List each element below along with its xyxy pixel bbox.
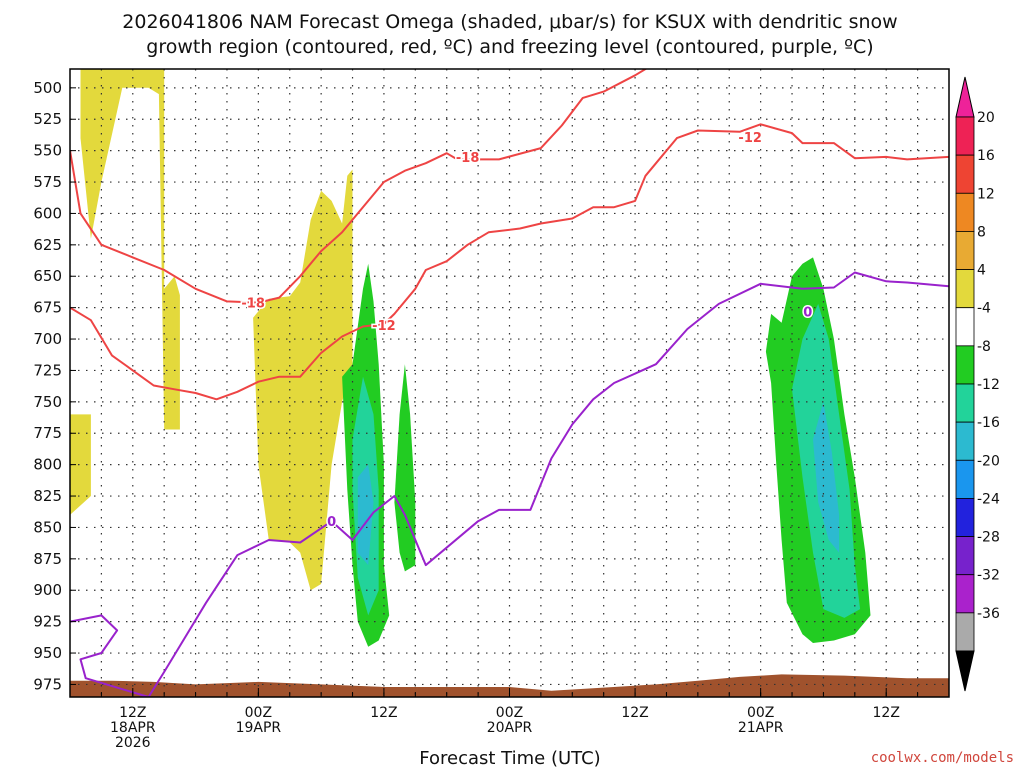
colorbar-swatch (955, 421, 975, 461)
x-tick-label: 19APR (236, 720, 282, 736)
colorbar-label: -4 (977, 301, 991, 317)
omega-region (70, 414, 91, 515)
y-tick-label: 575 (33, 173, 62, 191)
colorbar-label: 16 (977, 148, 995, 164)
colorbar-swatch (955, 231, 975, 270)
x-tick-label: 00Z (245, 705, 272, 721)
x-tick-label: 12Z (621, 705, 648, 721)
y-tick-label: 625 (33, 236, 62, 254)
colorbar-label: -32 (977, 568, 1000, 584)
contour-label: 0 (803, 305, 812, 320)
colorbar-swatch (955, 574, 975, 614)
x-tick-label: 21APR (738, 720, 784, 736)
contour-line (70, 69, 648, 304)
colorbar: 20 16 12 8 4 -4 -8 -12 -16 -20 -24 -28 -32 -36 (955, 76, 1000, 692)
colorbar-swatch (955, 345, 975, 385)
x-tick-label: 12Z (873, 705, 900, 721)
y-tick-label: 950 (33, 644, 62, 662)
contour-line (70, 123, 949, 401)
y-tick-label: 725 (33, 361, 62, 379)
x-tick-label: 12Z (119, 705, 146, 721)
chart-title-line-1: 2026041806 NAM Forecast Omega (shaded, μ… (122, 11, 897, 33)
contour-label: -18 (241, 297, 265, 312)
colorbar-swatch (955, 498, 975, 537)
y-tick-label: 750 (33, 393, 62, 411)
grid-lines (70, 69, 949, 697)
omega-region (394, 364, 416, 572)
omega-region (80, 69, 180, 430)
colorbar-swatch (955, 612, 975, 652)
contour-label: -12 (738, 131, 762, 146)
x-tick-label: 18APR (110, 720, 156, 736)
y-tick-label: 700 (33, 330, 62, 348)
omega-region (813, 401, 840, 553)
axes: 500 525 550 575 600 625 650 675 700 725 750 775 800 8… (33, 68, 950, 751)
plot-area (70, 69, 949, 697)
y-tick-label: 825 (33, 487, 62, 505)
colorbar-swatch (955, 383, 975, 423)
y-tick-label: 975 (33, 675, 62, 693)
colorbar-label: -36 (977, 606, 1000, 622)
y-tick-label: 850 (33, 518, 62, 536)
colorbar-swatch (955, 154, 975, 194)
colorbar-top-arrow (955, 76, 975, 118)
y-tick-label: 500 (33, 79, 62, 97)
chart-title-line-2: growth region (contoured, red, ºC) and f… (146, 36, 873, 58)
colorbar-label: -8 (977, 339, 991, 355)
colorbar-label: 8 (977, 224, 986, 240)
colorbar-swatch (955, 192, 975, 232)
contour-line (70, 271, 949, 697)
contour-lines (70, 69, 949, 697)
colorbar-label: -12 (977, 377, 1000, 393)
site-credit: coolwx.com/models (871, 750, 1014, 766)
x-axis-label: Forecast Time (UTC) (419, 748, 600, 768)
omega-region (357, 464, 374, 566)
y-tick-label: 775 (33, 424, 62, 442)
y-tick-label: 900 (33, 581, 62, 599)
colorbar-label: -24 (977, 491, 1000, 507)
y-tick-label: 600 (33, 204, 62, 222)
y-tick-label: 525 (33, 110, 62, 128)
x-tick-label: 00Z (747, 705, 774, 721)
colorbar-label: 20 (977, 110, 995, 126)
x-tick-label: 00Z (496, 705, 523, 721)
y-tick-label: 650 (33, 267, 62, 285)
colorbar-label: 12 (977, 186, 995, 202)
colorbar-swatch (955, 459, 975, 499)
colorbar-label: 4 (977, 263, 986, 279)
y-tick-label: 925 (33, 613, 62, 631)
colorbar-swatch (955, 536, 975, 576)
omega-region (253, 169, 353, 591)
colorbar-swatch (955, 269, 975, 309)
x-tick-label: 20APR (487, 720, 533, 736)
y-tick-label: 875 (33, 550, 62, 568)
ground-terrain (70, 674, 949, 697)
x-tick-label: 12Z (370, 705, 397, 721)
contour-labels: -18 -18 -12 -12 0 0 (240, 129, 814, 531)
colorbar-swatch (955, 116, 975, 156)
colorbar-label: -28 (977, 530, 1000, 546)
colorbar-label: -20 (977, 453, 1000, 469)
colorbar-swatch (955, 307, 975, 347)
x-tick-label: 2026 (115, 735, 151, 751)
colorbar-label: -16 (977, 415, 1000, 431)
contour-label: -12 (372, 319, 396, 334)
y-tick-label: 550 (33, 142, 62, 160)
y-tick-label: 800 (33, 456, 62, 474)
contour-label: 0 (327, 515, 336, 530)
colorbar-bottom-arrow (955, 650, 975, 692)
contour-label: -18 (456, 151, 480, 166)
y-tick-label: 675 (33, 299, 62, 317)
